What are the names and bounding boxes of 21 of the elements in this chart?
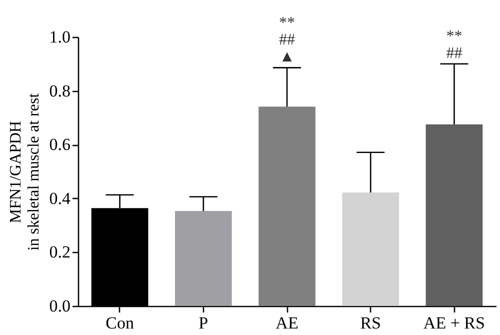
bar	[342, 192, 400, 306]
annotation: ##	[446, 44, 462, 62]
y-tick-label: 1.0	[49, 28, 70, 46]
annotation: **	[446, 28, 462, 45]
x-tick-label: AE	[276, 314, 298, 332]
bar	[426, 124, 483, 306]
y-tick-label: 0.0	[49, 296, 70, 316]
y-tick-label: 0.2	[49, 242, 70, 262]
annotation: ##	[279, 32, 295, 49]
bar	[258, 106, 316, 306]
x-tick-label: P	[198, 314, 208, 332]
bar	[174, 211, 232, 306]
annotation: ▲	[279, 48, 295, 66]
y-tick-label: 0.4	[49, 188, 71, 208]
y-axis-title: MFN1/GAPDH in skeletal muscle at rest	[7, 92, 42, 251]
x-tick-label: RS	[360, 314, 381, 332]
y-tick-label: 0.8	[49, 81, 70, 100]
annotation: **	[279, 14, 295, 32]
y-tick-label: 0.6	[49, 135, 70, 154]
x-tick-label: Con	[106, 314, 134, 332]
x-tick-label: AE + RS	[423, 314, 485, 332]
